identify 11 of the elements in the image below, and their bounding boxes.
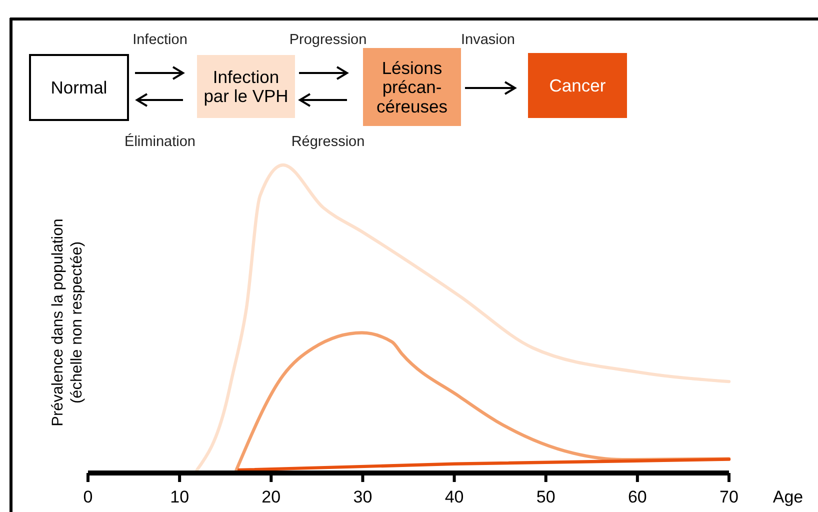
x-tick-label: 30 <box>353 488 372 506</box>
x-tick-label: 20 <box>262 488 281 506</box>
x-tick-label: 50 <box>536 488 556 506</box>
x-tick-label: 40 <box>444 488 464 506</box>
x-tick-label: 0 <box>83 488 93 506</box>
x-tick-label: 60 <box>628 488 647 506</box>
x-tick-label: 70 <box>720 488 738 506</box>
y-axis-title: Prévalence dans la population (échelle non respectée) <box>49 218 85 426</box>
x-axis-title: Age <box>772 488 804 506</box>
flow-diagram: Normal Infection par le VPH Lésions précan- céreuses Cancer Infection Progression Invasion Élimination Régression <box>29 32 627 150</box>
x-tick-label: 10 <box>170 488 190 506</box>
